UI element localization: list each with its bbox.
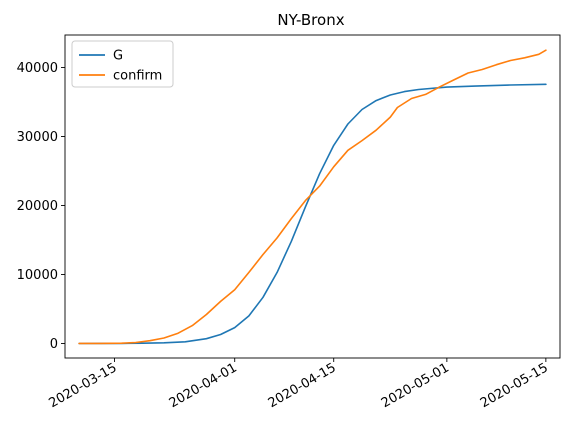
plot-frame	[64, 34, 561, 359]
plot-area	[64, 34, 561, 359]
chart-title: NY-Bronx	[277, 11, 344, 29]
series-line-confirm	[78, 49, 547, 345]
x-tick-label: 2020-04-01	[167, 360, 240, 411]
series-line-G	[78, 83, 547, 345]
y-axis: 0 10000 20000 30000 40000	[17, 61, 65, 352]
y-tick-label: 20000	[17, 199, 58, 214]
y-tick-label: 0	[50, 337, 58, 352]
legend-label-G: G	[113, 49, 123, 64]
x-tick-label: 2020-04-15	[266, 360, 339, 411]
y-tick-label: 30000	[17, 130, 58, 145]
legend-label-confirm: confirm	[113, 69, 162, 84]
x-tick-label: 2020-05-01	[379, 360, 452, 411]
y-tick-label: 40000	[17, 61, 58, 76]
y-tick-label: 10000	[17, 268, 58, 283]
x-axis: 2020-03-15 2020-04-01 2020-04-15 2020-05-01…	[47, 358, 551, 411]
x-tick-label: 2020-05-15	[478, 360, 551, 411]
x-tick-label: 2020-03-15	[47, 360, 120, 411]
